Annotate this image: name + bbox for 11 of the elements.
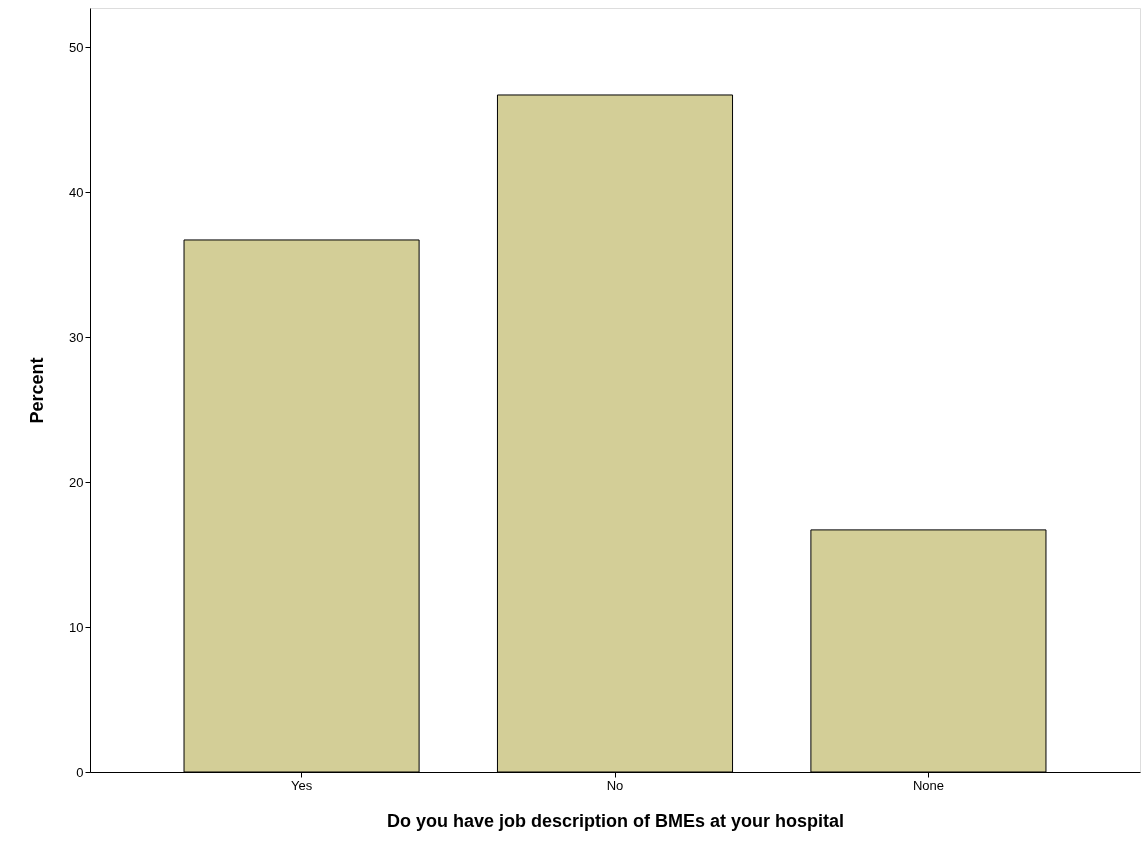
y-tick-label: 20	[69, 474, 84, 490]
y-tick-label: 50	[69, 39, 84, 55]
x-tick-label: None	[912, 777, 944, 793]
y-tick-label: 40	[69, 184, 84, 200]
y-tick-label: 10	[69, 619, 84, 635]
y-axis-title: Percent	[27, 357, 48, 424]
y-tick-label: 0	[76, 764, 84, 780]
x-tick-label: No	[606, 777, 624, 793]
x-tick-label: Yes	[290, 777, 313, 793]
x-axis-title: Do you have job description of BMEs at your hospital	[386, 810, 845, 831]
y-tick-label: 30	[69, 329, 84, 345]
